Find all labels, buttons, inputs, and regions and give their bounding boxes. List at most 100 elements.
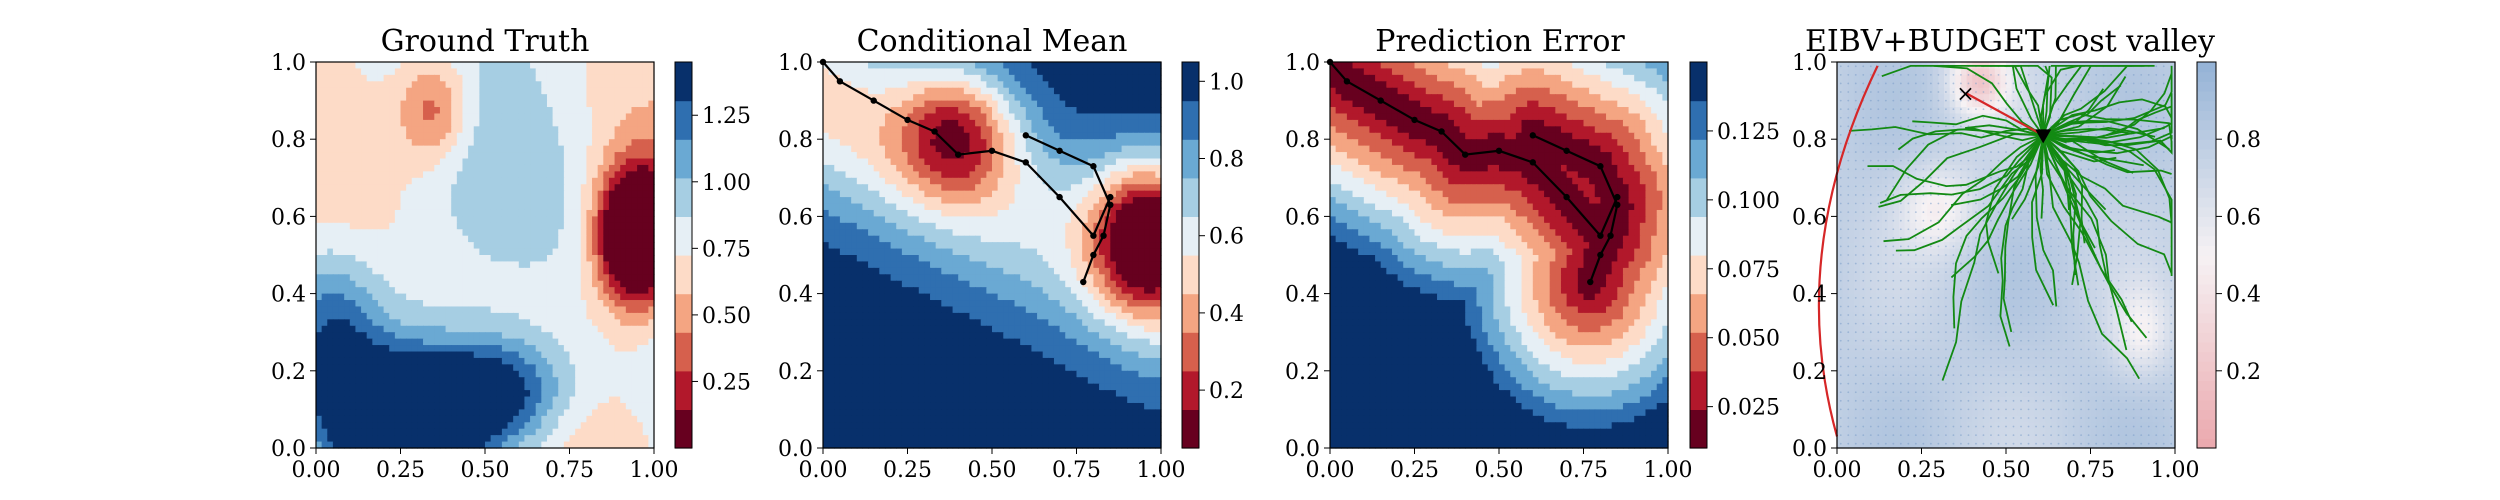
- heat-cell: [485, 87, 492, 95]
- heat-cell: [507, 280, 514, 288]
- heat-cell: [608, 100, 616, 108]
- heat-cell: [1121, 100, 1128, 108]
- heat-cell: [372, 87, 379, 95]
- heat-cell: [592, 235, 599, 243]
- heat-cell: [456, 390, 464, 398]
- heat-cell: [569, 126, 576, 134]
- heat-cell: [332, 422, 340, 430]
- heat-cell: [913, 203, 920, 211]
- heat-cell: [625, 164, 633, 172]
- heat-cell: [321, 113, 328, 121]
- heat-cell: [479, 68, 486, 76]
- heat-cell: [530, 306, 537, 314]
- heat-cell: [316, 158, 323, 166]
- heat-cell: [586, 62, 593, 70]
- heat-cell: [473, 139, 480, 147]
- heat-cell: [918, 94, 925, 102]
- heat-cell: [597, 312, 604, 320]
- heat-cell: [569, 415, 576, 423]
- heat-cell: [530, 402, 537, 410]
- heat-cell: [625, 435, 633, 443]
- heat-cell: [642, 255, 649, 263]
- heat-cell: [558, 325, 565, 333]
- heat-cell: [935, 139, 942, 147]
- heat-cell: [963, 113, 971, 121]
- heat-cell: [625, 351, 633, 359]
- heat-cell: [445, 184, 452, 192]
- heat-cell: [1059, 74, 1066, 82]
- heat-cell: [1003, 132, 1010, 140]
- heat-cell: [625, 81, 633, 89]
- heat-cell: [552, 351, 559, 359]
- heat-cell: [513, 68, 520, 76]
- heat-cell: [597, 62, 604, 70]
- heat-cell: [445, 422, 452, 430]
- heat-cell: [377, 119, 385, 127]
- heat-cell: [828, 107, 835, 115]
- heat-cell: [580, 119, 587, 127]
- heat-cell: [530, 229, 537, 237]
- heat-cell: [862, 113, 869, 121]
- heat-cell: [1149, 177, 1156, 185]
- heat-cell: [614, 402, 621, 410]
- heat-cell: [845, 171, 852, 179]
- heat-cell: [839, 68, 847, 76]
- heat-cell: [586, 267, 593, 275]
- heat-cell: [524, 261, 531, 269]
- heat-cell: [366, 235, 373, 243]
- heat-cell: [462, 164, 469, 172]
- heat-cell: [546, 332, 554, 340]
- heat-cell: [377, 229, 385, 237]
- heat-cell: [558, 94, 565, 102]
- heat-cell: [1076, 87, 1083, 95]
- heat-cell: [439, 332, 447, 340]
- heat-cell: [490, 229, 497, 237]
- heat-cell: [997, 190, 1004, 198]
- heat-cell: [389, 158, 396, 166]
- heat-cell: [1121, 81, 1128, 89]
- heat-cell: [439, 357, 447, 365]
- heat-cell: [332, 319, 340, 327]
- heat-cell: [428, 145, 435, 153]
- heat-cell: [1031, 94, 1038, 102]
- heat-cell: [501, 164, 509, 172]
- heat-cell: [513, 222, 520, 230]
- heat-cell: [361, 139, 368, 147]
- heat-cell: [648, 441, 655, 449]
- heat-cell: [535, 139, 542, 147]
- heat-cell: [823, 68, 830, 76]
- heat-cell: [417, 203, 424, 211]
- heat-cell: [597, 203, 604, 211]
- heat-cell: [541, 100, 548, 108]
- heat-cell: [558, 435, 565, 443]
- heat-cell: [321, 68, 328, 76]
- heat-cell: [592, 158, 599, 166]
- heat-cell: [575, 158, 582, 166]
- heat-cell: [530, 332, 537, 340]
- heat-cell: [456, 248, 464, 256]
- heat-cell: [406, 216, 413, 224]
- heat-cell: [592, 345, 599, 353]
- heat-cell: [969, 164, 976, 172]
- heat-cell: [361, 415, 368, 423]
- heat-cell: [366, 203, 373, 211]
- heat-cell: [445, 94, 452, 102]
- heat-cell: [423, 235, 430, 243]
- heat-cell: [862, 158, 869, 166]
- heat-cell: [349, 248, 357, 256]
- heat-cell: [389, 203, 396, 211]
- heat-cell: [372, 222, 379, 230]
- heat-cell: [603, 357, 610, 365]
- heat-cell: [406, 364, 413, 372]
- heat-cell: [637, 81, 644, 89]
- heat-cell: [580, 370, 587, 378]
- heat-cell: [513, 422, 520, 430]
- heat-cell: [580, 306, 587, 314]
- heat-cell: [389, 377, 396, 385]
- heat-cell: [935, 184, 942, 192]
- heat-cell: [423, 203, 430, 211]
- heat-cell: [992, 197, 999, 205]
- panel-title: Conditional Mean: [857, 24, 1128, 59]
- heat-cell: [468, 164, 475, 172]
- heat-cell: [1110, 119, 1117, 127]
